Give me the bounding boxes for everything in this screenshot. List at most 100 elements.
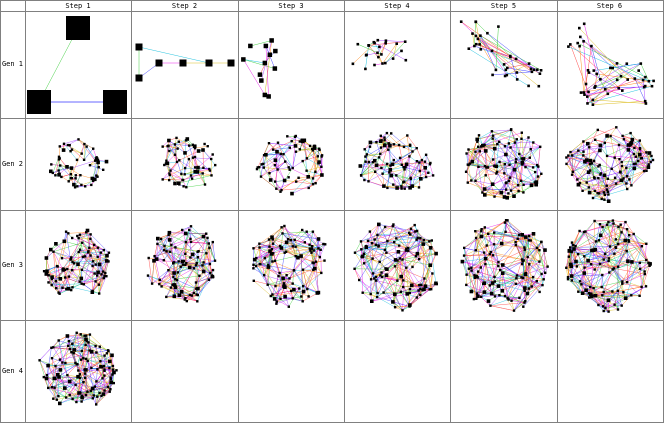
graph-cell <box>353 222 438 312</box>
graph-node <box>517 189 520 193</box>
graph-edge <box>507 67 532 73</box>
graph-edge <box>263 275 268 285</box>
graph-edge <box>87 234 91 253</box>
graph-node <box>482 187 487 191</box>
graph-edge <box>630 145 647 153</box>
graph-node <box>588 162 592 166</box>
graph-node <box>403 168 406 171</box>
graph-edge <box>478 166 483 193</box>
graph-node <box>196 293 199 297</box>
graph-edge <box>631 168 635 186</box>
graph-node <box>592 69 596 72</box>
graph-edge <box>168 234 186 243</box>
graph-edge <box>403 167 421 179</box>
graph-node <box>391 300 395 304</box>
graph-node <box>540 240 543 244</box>
graph-node <box>644 102 648 105</box>
graph-edge <box>627 281 642 288</box>
graph-node <box>273 164 277 167</box>
graph-node <box>539 69 543 72</box>
graph-edge <box>608 188 628 195</box>
graph-edge <box>276 296 302 302</box>
graph-node <box>201 264 204 267</box>
graph-node <box>269 252 274 256</box>
graph-node <box>474 34 478 38</box>
graph-node <box>517 184 520 187</box>
graph-node <box>380 53 383 56</box>
graph-edge <box>572 150 579 172</box>
graph-node <box>479 266 482 269</box>
graph-node <box>299 254 303 258</box>
graph-edge <box>308 178 314 188</box>
graph-edge <box>161 229 183 240</box>
graph-edge <box>375 240 388 246</box>
graph-node <box>387 142 390 145</box>
graph-edge <box>525 241 542 274</box>
graph-node <box>96 270 100 275</box>
graph-node <box>427 171 430 174</box>
graph-edge <box>46 273 52 286</box>
graph-node <box>467 267 471 270</box>
graph-node <box>378 260 381 264</box>
graph-node <box>493 280 496 283</box>
graph-edge <box>613 261 629 269</box>
graph-node <box>52 250 55 253</box>
graph-edge <box>521 137 529 159</box>
graph-node <box>400 49 403 53</box>
graph-node <box>506 219 509 222</box>
graph-node <box>477 134 481 137</box>
graph-edge <box>502 234 523 266</box>
graph-node <box>252 267 255 270</box>
graph-node <box>381 62 384 65</box>
graph-edge <box>430 253 437 266</box>
graph-edge <box>626 163 634 168</box>
graph-edge <box>394 288 411 295</box>
graph-node <box>383 136 386 139</box>
graph-node <box>569 150 572 154</box>
graph-edge <box>466 284 485 293</box>
graph-node <box>602 173 607 178</box>
graph-node <box>306 287 309 291</box>
graph-node <box>89 233 92 236</box>
graph-node <box>96 255 99 259</box>
row-headers: Gen 1 Gen 2 Gen 3 Gen 4 <box>2 60 23 375</box>
graph-node <box>505 181 508 184</box>
graph-edge <box>378 241 395 247</box>
graph-node <box>474 230 477 233</box>
graph-node <box>282 178 287 183</box>
graph-node <box>313 144 316 147</box>
graph-node <box>478 150 481 153</box>
graph-edge <box>295 231 314 247</box>
graph-node <box>252 263 255 266</box>
graph-edge <box>487 233 499 263</box>
graph-edge <box>607 140 640 157</box>
graph-node <box>168 149 171 153</box>
graph-node <box>278 271 281 275</box>
graph-edge <box>570 44 594 105</box>
graph-edge <box>184 173 203 175</box>
graph-edge <box>581 284 591 288</box>
graph-node <box>191 156 195 159</box>
graph-edge <box>406 267 410 307</box>
graph-node <box>107 251 111 254</box>
graph-node <box>79 276 84 281</box>
graph-node <box>291 282 294 285</box>
graph-node <box>405 247 408 250</box>
graph-node <box>273 180 277 183</box>
graph-node <box>474 150 477 153</box>
graph-edge <box>639 148 651 163</box>
graph-edge <box>397 240 424 261</box>
graph-edge <box>289 257 299 279</box>
graph-node <box>486 31 489 35</box>
graph-edge <box>478 271 516 285</box>
graph-edge <box>53 242 83 252</box>
graph-node <box>490 130 494 133</box>
graph-node <box>258 246 261 249</box>
graph-edge <box>402 288 421 311</box>
graph-node <box>291 245 294 248</box>
graph-edge <box>387 237 418 242</box>
graph-node <box>282 153 285 156</box>
graph-node <box>389 164 392 167</box>
graph-edge <box>522 233 534 236</box>
graph-node <box>266 265 271 269</box>
